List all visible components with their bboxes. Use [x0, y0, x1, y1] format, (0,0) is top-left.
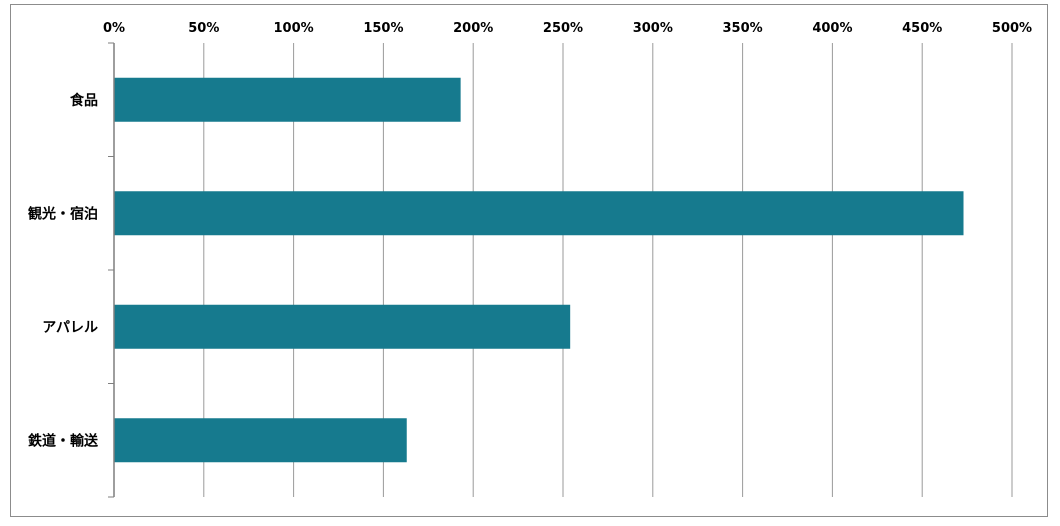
- x-tick-label: 100%: [274, 21, 314, 36]
- bar-0: [114, 77, 461, 122]
- x-tick-label: 400%: [812, 21, 852, 36]
- category-label: 食品: [70, 92, 98, 109]
- bar-1: [114, 191, 964, 236]
- x-tick-label: 250%: [543, 21, 583, 36]
- bar-2: [114, 304, 571, 349]
- bars: [114, 77, 964, 463]
- x-tick-label: 450%: [902, 21, 942, 36]
- x-tick-label: 500%: [992, 21, 1032, 36]
- x-tick-label: 300%: [633, 21, 673, 36]
- category-label: 観光・宿泊: [28, 205, 98, 222]
- x-tick-label: 350%: [723, 21, 763, 36]
- category-label: 鉄道・輸送: [28, 432, 99, 449]
- axes: [108, 42, 115, 498]
- x-tick-label: 50%: [188, 21, 219, 36]
- category-label: アパレル: [42, 320, 98, 336]
- bar-3: [114, 418, 407, 463]
- x-tick-label: 0%: [103, 21, 125, 36]
- labels: 0% 50% 100% 150% 200% 250% 300% 350% 400% 450% 500…: [28, 21, 1032, 449]
- x-tick-label: 200%: [453, 21, 493, 36]
- x-tick-label: 150%: [363, 21, 403, 36]
